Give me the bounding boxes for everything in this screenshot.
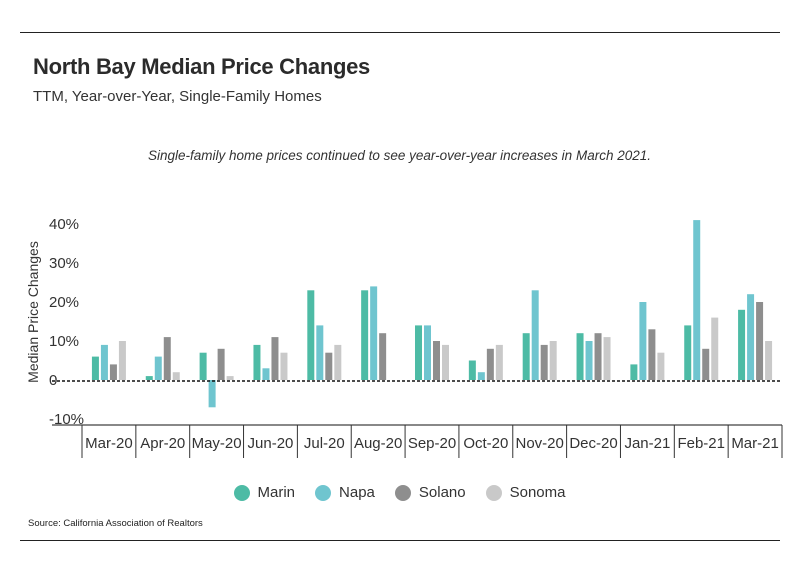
legend: Marin Napa Solano Sonoma [0,484,799,501]
bar-solano-apr-20 [163,337,171,380]
legend-swatch [394,484,411,501]
legend-item-solano: Solano [394,484,466,501]
y-tick-label: -10% [49,411,84,428]
bar-sonoma-jun-20 [280,352,288,380]
y-tick-label: 30% [49,255,79,272]
bar-solano-aug-20 [379,333,387,380]
bar-sonoma-dec-20 [603,337,611,380]
bar-marin-aug-20 [361,290,369,380]
bar-sonoma-mar-20 [118,341,126,380]
legend-label: Sonoma [509,484,566,501]
bar-napa-sep-20 [424,325,431,380]
bar-napa-feb-21 [693,220,701,380]
bar-solano-dec-20 [594,333,602,380]
bar-sonoma-oct-20 [495,344,503,380]
x-tick-label: Feb-21 [677,435,725,452]
legend-swatch [485,484,502,501]
bar-solano-nov-20 [540,344,548,380]
bar-marin-nov-20 [522,333,530,380]
bar-solano-jun-20 [271,337,279,380]
plot-area: Median Price Changes-10%010%20%30%40%Mar… [25,216,783,458]
bar-solano-mar-20 [109,364,117,380]
bar-solano-jan-21 [648,329,656,380]
y-tick-label: 40% [49,216,79,233]
bar-marin-mar-20 [91,356,99,380]
bar-sonoma-sep-20 [442,344,449,380]
bar-napa-dec-20 [585,341,593,380]
chart-annotation: Single-family home prices continued to s… [147,148,651,163]
x-tick-label: Dec-20 [569,435,617,452]
top-rule [20,32,780,33]
bar-solano-may-20 [217,348,225,380]
legend-item-napa: Napa [315,484,375,501]
bar-sonoma-apr-20 [172,372,180,380]
bar-marin-sep-20 [415,325,422,380]
x-tick-label: Apr-20 [140,435,185,452]
legend-item-marin: Marin [233,484,296,501]
chart-title: North Bay Median Price Changes [33,54,370,79]
bar-marin-dec-20 [576,333,584,380]
x-tick-label: Sep-20 [408,435,456,452]
legend-swatch [315,484,332,501]
bar-marin-apr-20 [145,376,153,380]
bar-sonoma-mar-21 [765,341,773,380]
bar-napa-may-20 [208,380,216,408]
bar-napa-aug-20 [370,286,378,380]
legend-item-sonoma: Sonoma [485,484,566,501]
y-tick-label: 20% [49,294,79,311]
chart-subtitle: TTM, Year-over-Year, Single-Family Homes [33,88,322,105]
x-tick-label: Oct-20 [463,435,508,452]
bar-marin-feb-21 [684,325,692,380]
x-tick-label: Jul-20 [304,435,345,452]
bar-sonoma-jul-20 [334,344,342,380]
bar-marin-jun-20 [253,344,261,380]
y-tick-label: 10% [49,333,79,350]
bar-napa-jan-21 [639,302,647,380]
bottom-rule [20,540,780,541]
legend-label: Solano [418,484,466,501]
source-note: Source: California Association of Realto… [28,518,203,529]
bar-sonoma-nov-20 [549,341,557,380]
bar-napa-jul-20 [316,325,324,380]
bar-solano-jul-20 [325,352,333,380]
bar-solano-mar-21 [756,302,764,380]
legend-label: Napa [339,484,375,501]
bar-napa-mar-21 [747,294,755,380]
bar-napa-apr-20 [154,356,162,380]
bar-marin-oct-20 [468,360,476,380]
x-tick-label: Jun-20 [248,435,294,452]
bar-napa-nov-20 [531,290,539,380]
bar-sonoma-jan-21 [657,352,665,380]
bar-sonoma-feb-21 [711,317,719,380]
bar-napa-oct-20 [477,372,485,380]
bar-solano-oct-20 [486,348,494,380]
x-tick-label: May-20 [192,435,242,452]
x-tick-label: Jan-21 [624,435,670,452]
legend-swatch [233,484,250,501]
x-tick-label: Nov-20 [516,435,564,452]
x-tick-label: Mar-20 [85,435,133,452]
bar-marin-jul-20 [307,290,315,380]
legend-label: Marin [257,484,296,501]
bar-napa-jun-20 [262,368,270,380]
bar-marin-jan-21 [630,364,638,380]
bar-solano-feb-21 [702,348,710,380]
bar-sonoma-may-20 [226,376,234,380]
y-axis-label: Median Price Changes [25,241,41,383]
x-tick-label: Mar-21 [731,435,779,452]
bar-marin-may-20 [199,352,207,380]
bar-solano-sep-20 [433,341,440,380]
bar-napa-mar-20 [100,344,108,380]
bar-marin-mar-21 [738,309,746,380]
x-tick-label: Aug-20 [354,435,402,452]
